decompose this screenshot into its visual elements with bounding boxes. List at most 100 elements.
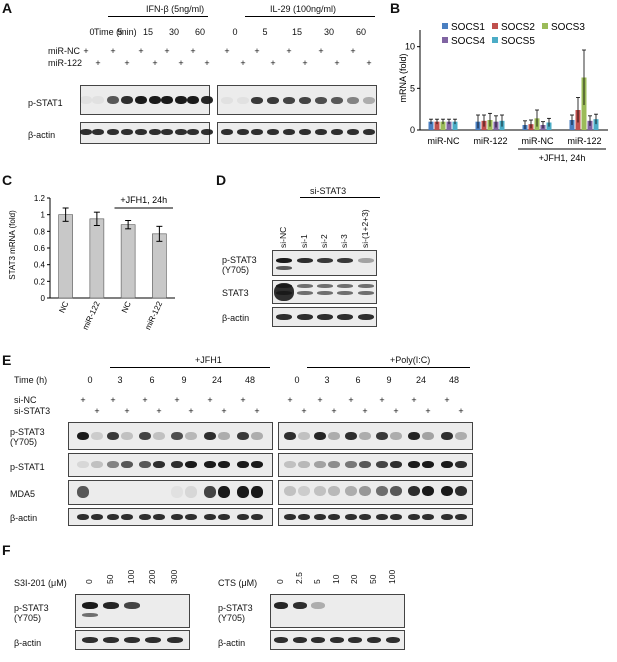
- pstat1-band: [107, 96, 119, 104]
- time-tick: 0: [89, 27, 95, 37]
- plus-sign: +: [286, 46, 292, 56]
- actin-band: [441, 514, 453, 520]
- plus-sign: +: [393, 406, 399, 416]
- plus-sign: +: [80, 395, 86, 405]
- pstat1-band: [267, 97, 279, 104]
- pstat3-label-f-left: p-STAT3: [14, 603, 49, 613]
- pstat3-band: [103, 602, 119, 609]
- blot-e-pstat1-polyic: [278, 453, 473, 477]
- plus-sign: +: [164, 46, 170, 56]
- time-tick: 3: [117, 375, 123, 385]
- mda5-band: [218, 486, 230, 498]
- dose-label: 200: [147, 569, 157, 584]
- pstat3-band: [82, 613, 98, 617]
- chart-c-bar: [58, 214, 73, 299]
- plus-sign: +: [124, 58, 130, 68]
- chart-b-bar: [434, 121, 440, 130]
- pstat3-band: [107, 432, 119, 440]
- plus-sign: +: [301, 406, 307, 416]
- pstat1-band: [187, 96, 199, 104]
- stat3-label-d: STAT3: [222, 288, 249, 298]
- actin-band: [330, 637, 344, 643]
- il29-bracket: [245, 16, 375, 17]
- dose-label: 50: [105, 574, 115, 584]
- pstat1-band: [92, 96, 104, 104]
- time-tick: 15: [142, 27, 154, 37]
- actin-band: [408, 514, 420, 520]
- plus-sign: +: [110, 395, 116, 405]
- chart-b-legend-swatch: [492, 37, 498, 43]
- jfh1-bracket: [110, 367, 270, 368]
- chart-c-category: NC: [120, 300, 133, 314]
- chart-b-legend-label: SOCS2: [501, 22, 535, 33]
- chart-b-category: miR-NC: [522, 136, 554, 146]
- plus-sign: +: [254, 406, 260, 416]
- pstat3-band: [328, 432, 340, 440]
- chart-b-marks: 0 5 10 miR-NC miR-122 miR-NC miR-122 +JFH1, 24h…: [405, 22, 608, 163]
- plus-sign: +: [142, 395, 148, 405]
- pstat3-y705-label-d: (Y705): [222, 265, 250, 275]
- dose-label: 0: [84, 579, 94, 584]
- pstat3-band: [284, 432, 296, 440]
- pstat3-y705-label-f-left: (Y705): [14, 613, 42, 623]
- actin-band: [337, 314, 353, 320]
- actin-band: [251, 514, 263, 520]
- mda5-band: [345, 486, 357, 496]
- pstat3-band: [91, 432, 103, 440]
- plus-sign: +: [411, 395, 417, 405]
- time-tick: 0: [294, 375, 300, 385]
- actin-band: [124, 637, 140, 643]
- pstat3-label-e: p-STAT3: [10, 427, 45, 437]
- actin-band: [187, 129, 199, 135]
- actin-band: [358, 314, 374, 320]
- time-tick: 60: [355, 27, 367, 37]
- si-stat3-bracket-d: [300, 197, 380, 198]
- actin-band: [422, 514, 434, 520]
- pstat3-band: [297, 258, 313, 263]
- actin-band: [386, 637, 400, 643]
- polyic-bracket: [307, 367, 470, 368]
- stat3-band: [317, 284, 333, 288]
- pstat3-band: [359, 432, 371, 440]
- pstat1-band: [251, 97, 263, 104]
- time-tick: 0: [87, 375, 93, 385]
- plus-sign: +: [95, 58, 101, 68]
- time-tick: 24: [415, 375, 427, 385]
- blot-e-pstat1-jfh1: [68, 453, 273, 477]
- pstat3-band: [345, 432, 357, 440]
- bactin-label-d: β-actin: [222, 313, 250, 323]
- actin-band: [367, 637, 381, 643]
- chart-b-ytick-label: 5: [410, 83, 415, 93]
- plus-sign: +: [348, 395, 354, 405]
- pstat1-band: [299, 97, 311, 104]
- plus-sign: +: [366, 58, 372, 68]
- mda5-band: [237, 486, 249, 498]
- mda5-band: [284, 486, 296, 496]
- dose-label: 2.5: [294, 572, 304, 584]
- pstat1-band: [218, 461, 230, 468]
- pstat1-band: [315, 97, 327, 104]
- plus-sign: +: [458, 406, 464, 416]
- actin-band: [171, 514, 183, 520]
- pstat3-band: [276, 258, 292, 263]
- stat3-band: [337, 291, 353, 295]
- chart-c: STAT3 mRNA (fold) 0 0.2 0.4 0.6 0.8 1 1.2 NC miR…: [8, 194, 175, 330]
- mda5-band: [422, 486, 434, 496]
- plus-sign: +: [94, 406, 100, 416]
- mda5-band: [185, 486, 197, 498]
- pstat3-band: [293, 602, 307, 609]
- plus-sign: +: [174, 395, 180, 405]
- plus-sign: +: [331, 406, 337, 416]
- pstat1-band: [175, 96, 187, 104]
- panel-label-b: B: [390, 0, 401, 16]
- pstat1-band: [347, 97, 359, 104]
- actin-band: [135, 129, 147, 135]
- plus-sign: +: [221, 406, 227, 416]
- pstat3-band: [314, 432, 326, 440]
- jfh1-title: +JFH1: [195, 355, 222, 365]
- stat3-band: [358, 284, 374, 288]
- chart-c-category: NC: [57, 300, 70, 314]
- dose-label: 10: [331, 574, 341, 584]
- mda5-band: [359, 486, 371, 496]
- actin-band: [167, 637, 183, 643]
